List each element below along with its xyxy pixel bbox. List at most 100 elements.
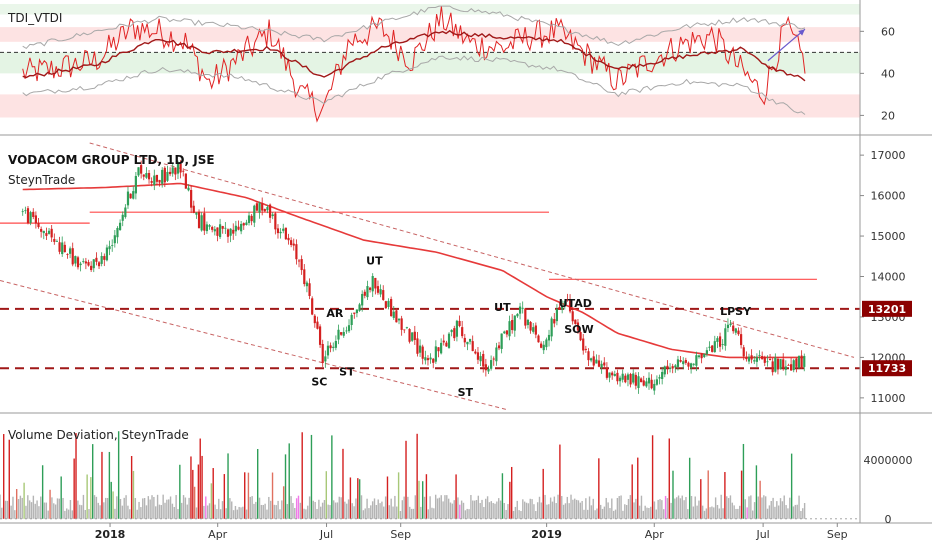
volume-bar-72: [132, 470, 135, 519]
volume-bar-65: [119, 498, 122, 519]
candle-body-42: [132, 191, 135, 199]
volume-bar-289: [535, 511, 537, 519]
volume-bar-74: [136, 509, 138, 519]
volume-bar-240: [444, 495, 446, 519]
volume-bar-125: [231, 501, 233, 519]
candle-body-246: [668, 367, 672, 369]
annotation-sow-4: SOW: [564, 323, 593, 336]
volume-bar-385: [713, 507, 715, 519]
volume-bar-365: [675, 497, 678, 519]
volume-bar-79: [145, 505, 148, 519]
candle-body-95: [271, 214, 274, 217]
volume-bar-95: [175, 495, 177, 519]
candle-body-17: [66, 254, 69, 255]
volume-bar-86: [158, 504, 161, 519]
candle-body-243: [661, 371, 664, 380]
candle-body-292: [790, 364, 793, 371]
volume-bar-391: [724, 472, 726, 519]
candle-body-170: [468, 338, 472, 342]
volume-bar-93: [171, 503, 174, 519]
volume-bar-416: [770, 501, 772, 519]
candle-body-295: [797, 356, 801, 368]
date-label-3: Sep: [390, 528, 411, 541]
volume-bar-298: [551, 501, 554, 519]
candle-body-132: [368, 287, 372, 290]
volume-bar-411: [761, 497, 763, 519]
volume-bar-392: [726, 496, 728, 519]
candle-body-177: [487, 368, 490, 372]
candle-body-155: [429, 357, 432, 360]
volume-bar-124: [229, 498, 231, 519]
volume-bar-194: [358, 479, 361, 519]
candle-body-98: [279, 231, 282, 234]
volume-bar-22: [40, 496, 42, 519]
candle-body-72: [211, 226, 214, 230]
volume-bar-97: [179, 464, 181, 519]
volume-bar-188: [347, 499, 350, 519]
volume-bar-47: [86, 474, 88, 519]
candle-body-291: [787, 364, 790, 366]
volume-bar-7: [12, 496, 14, 519]
candle-body-103: [292, 243, 295, 246]
volume-bar-103: [190, 456, 192, 519]
volume-bar-356: [659, 499, 661, 519]
candle-body-125: [350, 314, 353, 326]
volume-bar-43: [79, 504, 81, 519]
candle-body-207: [566, 299, 569, 301]
volume-bar-425: [787, 508, 789, 519]
candle-body-2: [26, 208, 30, 224]
candle-body-240: [653, 383, 656, 391]
volume-bar-115: [212, 468, 214, 519]
candle-body-151: [418, 345, 422, 353]
volume-bar-220: [407, 496, 409, 519]
candle-body-193: [529, 321, 532, 331]
price-tick-11000: 11000: [871, 392, 906, 405]
volume-bar-211: [390, 498, 392, 519]
volume-bar-204: [377, 499, 379, 519]
volume-bar-377: [698, 500, 700, 519]
volume-bar-300: [555, 503, 557, 519]
volume-bar-419: [776, 501, 778, 519]
volume-bar-339: [627, 499, 630, 519]
volume-bar-216: [399, 511, 402, 519]
candle-body-178: [490, 360, 493, 369]
volume-bar-66: [121, 505, 124, 519]
volume-bar-191: [353, 506, 355, 519]
candle-body-43: [134, 175, 137, 194]
candle-body-185: [508, 321, 511, 337]
volume-bar-418: [774, 506, 776, 519]
annotation-ar-0: AR: [326, 307, 344, 320]
volume-bar-379: [701, 505, 704, 519]
candle-body-161: [445, 342, 448, 347]
candle-body-187: [513, 315, 516, 331]
candle-body-122: [342, 331, 345, 336]
volume-bar-229: [423, 496, 426, 519]
volume-bar-223: [412, 508, 415, 519]
candle-body-148: [411, 332, 414, 341]
volume-bar-371: [687, 509, 689, 519]
volume-bar-257: [475, 499, 478, 519]
tdi-signal-line: [22, 29, 806, 82]
volume-bar-182: [336, 502, 339, 519]
volume-bar-413: [764, 496, 767, 519]
volume-bar-319: [590, 505, 593, 519]
candle-body-118: [332, 346, 335, 348]
candle-body-232: [632, 373, 635, 383]
candle-body-145: [403, 329, 406, 331]
volume-bar-266: [492, 502, 494, 519]
volume-bar-214: [396, 506, 398, 519]
volume-bar-56: [103, 502, 105, 519]
volume-bar-185: [342, 448, 344, 519]
tdi-tick-60: 60: [881, 25, 895, 38]
volume-bar-424: [785, 505, 787, 519]
tdi-lower-band-line: [22, 55, 806, 115]
volume-bar-8: [14, 510, 16, 519]
candle-body-167: [461, 327, 464, 337]
volume-bar-355: [657, 499, 659, 519]
candle-body-50: [153, 175, 156, 185]
volume-bar-4: [6, 500, 9, 519]
volume-bar-53: [97, 502, 99, 519]
candle-body-129: [361, 293, 364, 306]
candle-body-78: [226, 229, 230, 237]
volume-bar-233: [431, 507, 433, 519]
